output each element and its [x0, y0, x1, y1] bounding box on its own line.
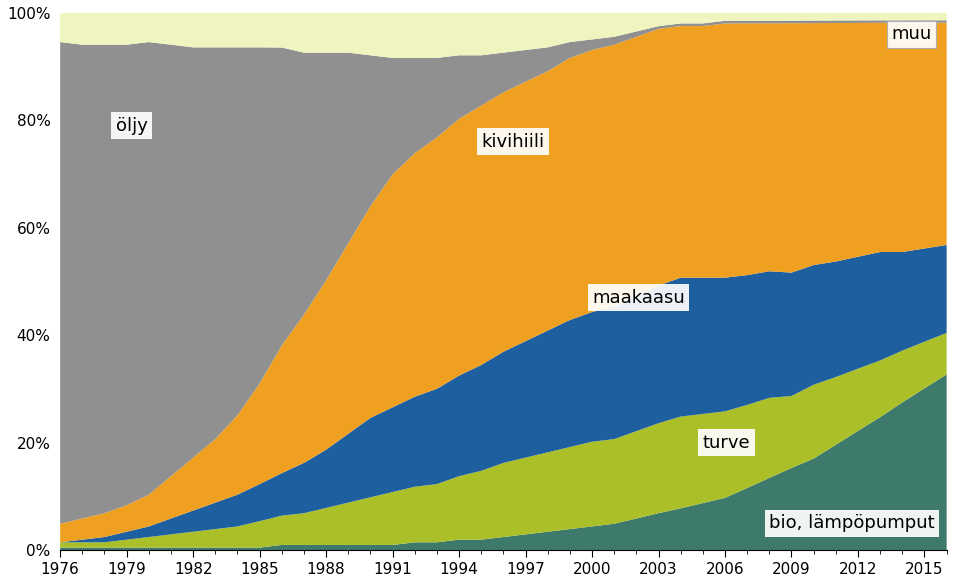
Text: turve: turve [703, 434, 750, 452]
Text: bio, lämpöpumput: bio, lämpöpumput [769, 515, 935, 533]
Text: muu: muu [891, 26, 931, 43]
Text: öljy: öljy [115, 117, 147, 135]
Text: kivihiili: kivihiili [482, 133, 545, 151]
Text: maakaasu: maakaasu [592, 288, 685, 307]
